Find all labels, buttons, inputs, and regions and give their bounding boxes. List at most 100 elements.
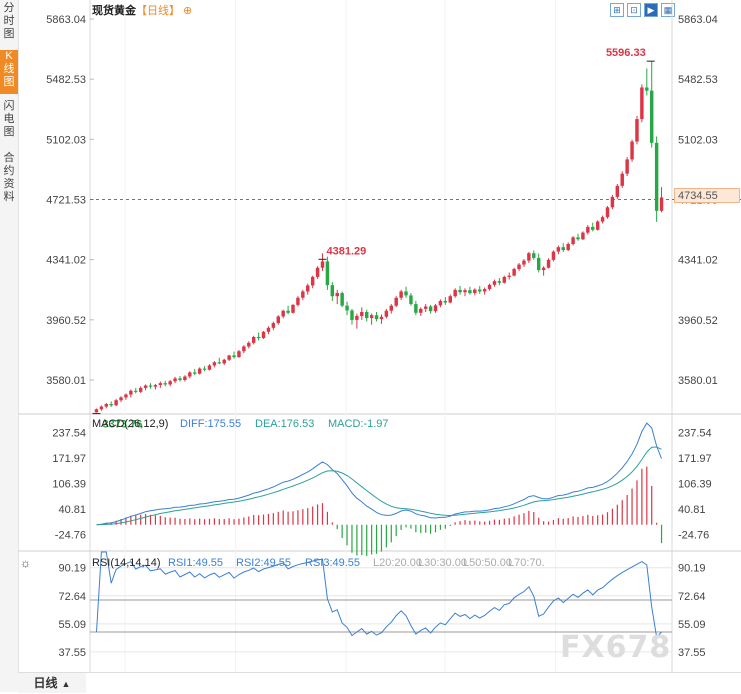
- candle-body: [507, 275, 511, 277]
- candle-body: [640, 87, 644, 120]
- rsi-axis-label-right: 90.19: [678, 563, 706, 575]
- candle-body: [163, 383, 167, 385]
- candle-body: [124, 394, 128, 398]
- candle-body: [566, 244, 570, 251]
- price-axis-label-right: 4341.02: [678, 255, 718, 267]
- candle-body: [222, 359, 226, 364]
- tab-time-share[interactable]: 分时图: [3, 2, 15, 40]
- candle-body: [266, 327, 271, 332]
- candle-body: [134, 390, 138, 392]
- price-axis-label-right: 5482.53: [678, 74, 718, 86]
- candle-body: [428, 306, 433, 312]
- candle-body: [276, 316, 280, 324]
- candle-body: [291, 304, 295, 313]
- candle-body: [301, 291, 305, 298]
- candle-body: [512, 268, 516, 276]
- swing-high-annotation: 4381.29: [326, 245, 366, 257]
- candle-body: [94, 409, 99, 413]
- candle-body: [242, 346, 246, 352]
- candle-body: [325, 261, 330, 286]
- candle-body: [384, 310, 389, 317]
- candle-body: [271, 323, 276, 328]
- candle-body: [310, 276, 315, 286]
- tab-contract-info[interactable]: 合约资料: [3, 152, 15, 203]
- add-icon[interactable]: ⊕: [183, 5, 193, 17]
- macd-legend-diff: DIFF:175.55: [180, 418, 241, 430]
- candle-body: [600, 217, 605, 222]
- candle-body: [527, 253, 531, 261]
- current-price-tag: 4734.55: [674, 188, 740, 203]
- macd-axis-label: 40.81: [58, 504, 86, 516]
- candle-body: [615, 185, 620, 197]
- candle-body: [232, 355, 236, 358]
- macd-legend-dea: DEA:176.53: [255, 418, 314, 430]
- price-axis-label: 3580.01: [46, 375, 86, 387]
- gear-icon[interactable]: ☼: [20, 556, 31, 570]
- dea-line: [96, 446, 662, 526]
- candle-body: [158, 383, 163, 386]
- candle-body: [438, 300, 443, 306]
- candle-body: [355, 315, 359, 320]
- expand-icon[interactable]: ⊡: [627, 3, 641, 17]
- rsi-axis-label-right: 37.55: [678, 647, 706, 659]
- candle-body: [581, 232, 585, 240]
- rsi-legend-l20: L20:20.00: [373, 557, 422, 569]
- candle-body: [448, 296, 452, 303]
- period-selector-label: 日线: [33, 676, 58, 690]
- candle-body: [183, 376, 187, 380]
- chart-toolbar: ⊞ ⊡ ▶ ▦: [610, 0, 678, 17]
- price-axis-label: 5482.53: [46, 74, 86, 86]
- candle-body: [571, 237, 575, 245]
- candle-body: [654, 142, 659, 211]
- rsi-legend-rsi1: RSI1:49.55: [168, 557, 223, 569]
- candle-body: [148, 385, 153, 387]
- candle-body: [482, 289, 487, 292]
- candle-body: [315, 267, 320, 277]
- cursor-icon[interactable]: ▶: [644, 3, 658, 17]
- macd-axis-label: 106.39: [52, 479, 86, 491]
- candle-body: [168, 381, 172, 385]
- candle-body: [119, 397, 123, 401]
- price-axis-label: 5863.04: [46, 14, 86, 26]
- candle-body: [261, 331, 266, 339]
- candle-body: [468, 290, 472, 294]
- candle-body: [546, 259, 551, 268]
- candle-body: [532, 253, 536, 258]
- candle-body: [551, 251, 556, 260]
- rsi-legend-rsi2: RSI2:49.55: [236, 557, 291, 569]
- macd-axis-label-right: 106.39: [678, 479, 712, 491]
- candle-body: [536, 257, 541, 271]
- candle-body: [522, 260, 526, 265]
- candle-body: [227, 355, 231, 360]
- fit-icon[interactable]: ⊞: [610, 3, 624, 17]
- candle-body: [443, 300, 448, 303]
- candle-body: [306, 285, 310, 292]
- low-annotation: 3373.76: [102, 419, 142, 431]
- candle-body: [256, 336, 261, 339]
- rsi-legend-rsi3: RSI3:49.55: [305, 557, 360, 569]
- candle-body: [364, 312, 369, 319]
- candle-body: [296, 297, 300, 305]
- price-axis-label: 5102.03: [46, 134, 86, 146]
- tab-kline[interactable]: K线图: [0, 50, 18, 94]
- candle-body: [463, 290, 467, 293]
- candle-body: [595, 221, 600, 230]
- candle-body: [379, 316, 384, 320]
- candle-body: [635, 119, 639, 142]
- period-label: 【日线】: [136, 5, 180, 17]
- candle-body: [104, 404, 109, 407]
- candle-body: [350, 310, 354, 320]
- price-axis-label-right: 5863.04: [678, 14, 718, 26]
- candle-body: [330, 285, 335, 297]
- candle-body: [129, 390, 133, 395]
- period-selector[interactable]: 日线 ▲: [18, 673, 86, 693]
- candle-body: [497, 281, 502, 283]
- candle-body: [178, 378, 182, 380]
- tab-flash[interactable]: 闪电图: [3, 100, 15, 138]
- candle-body: [478, 289, 482, 292]
- candle-body: [458, 289, 462, 293]
- candle-body: [605, 207, 610, 218]
- candle-body: [414, 304, 418, 313]
- candle-body: [197, 368, 202, 374]
